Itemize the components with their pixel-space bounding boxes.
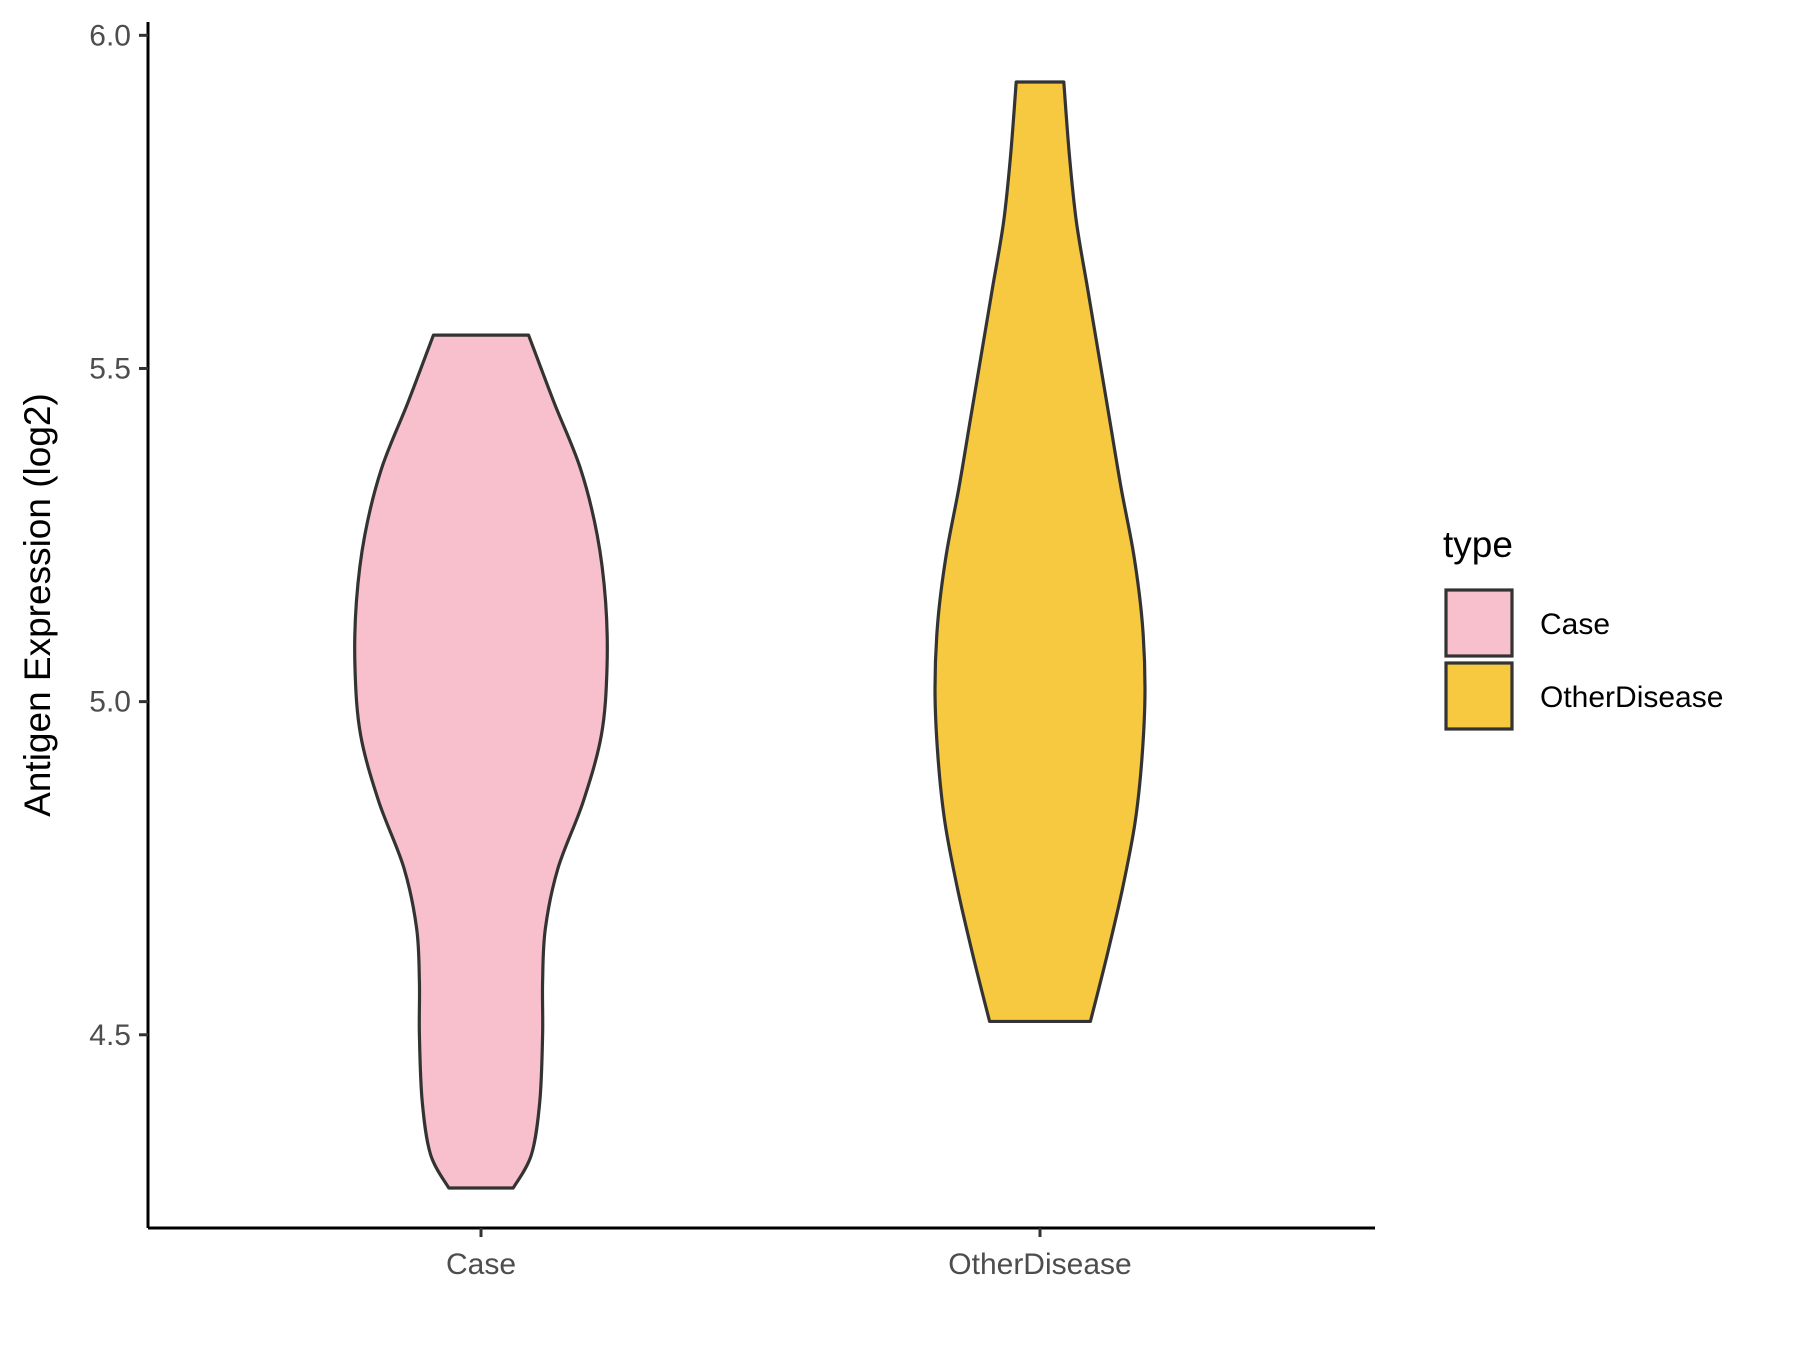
y-tick-label: 5.0 xyxy=(89,686,131,719)
legend-label: OtherDisease xyxy=(1540,681,1723,714)
legend-swatch xyxy=(1444,588,1514,658)
legend-label: Case xyxy=(1540,608,1610,641)
y-axis: 4.5 5.0 5.5 6.0 xyxy=(89,19,150,1228)
x-axis: Case OtherDisease xyxy=(148,1226,1375,1281)
violin-otherdisease xyxy=(933,80,1147,1024)
x-tick-label: OtherDisease xyxy=(948,1248,1131,1281)
legend-swatch xyxy=(1444,661,1514,731)
violin-case xyxy=(353,333,609,1190)
y-axis-title: Antigen Expression (log2) xyxy=(17,393,58,817)
y-tick-label: 6.0 xyxy=(89,19,131,52)
legend: type Case OtherDisease xyxy=(1443,524,1723,731)
y-tick-label: 5.5 xyxy=(89,352,131,385)
y-tick-label: 4.5 xyxy=(89,1019,131,1052)
legend-title: type xyxy=(1443,524,1513,565)
x-tick-label: Case xyxy=(446,1248,516,1281)
violin-group xyxy=(353,80,1147,1190)
